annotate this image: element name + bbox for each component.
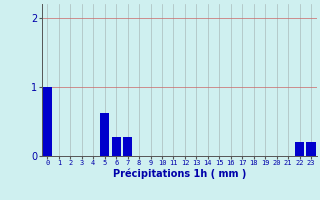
Bar <box>100 113 109 156</box>
Bar <box>43 87 52 156</box>
Bar <box>307 142 316 156</box>
Bar <box>295 142 304 156</box>
Bar <box>123 137 132 156</box>
Bar <box>112 137 121 156</box>
X-axis label: Précipitations 1h ( mm ): Précipitations 1h ( mm ) <box>113 169 246 179</box>
